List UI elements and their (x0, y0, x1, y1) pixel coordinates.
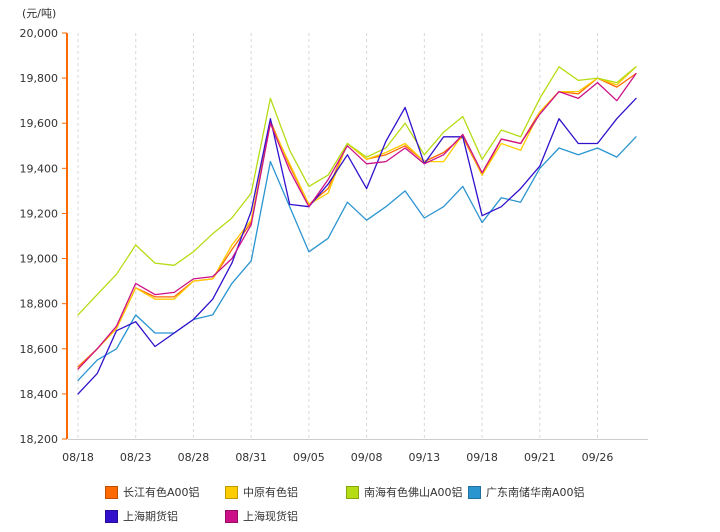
y-tick-label: 19,400 (20, 162, 59, 175)
y-tick-label: 19,600 (20, 117, 59, 130)
legend-item-shanghai-futures[interactable]: 上海期货铝 (105, 508, 178, 524)
x-tick-label: 08/18 (62, 451, 94, 464)
legend-item-guangdong-nanchu[interactable]: 广东南储华南A00铝 (468, 484, 585, 500)
y-tick-label: 19,200 (20, 207, 59, 220)
series-line-1 (77, 66, 637, 370)
legend-item-zhongyuan[interactable]: 中原有色铝 (225, 484, 298, 500)
legend-swatch (225, 485, 238, 499)
series-line-0 (77, 72, 637, 368)
y-tick-label: 18,400 (20, 388, 59, 401)
y-tick-label: 18,600 (20, 343, 59, 356)
legend-swatch (225, 509, 238, 523)
y-tick-label: 18,800 (20, 298, 59, 311)
x-tick-label: 08/31 (235, 451, 267, 464)
legend-item-nanhai-foshan[interactable]: 南海有色佛山A00铝 (346, 484, 463, 500)
y-tick-label: 19,000 (20, 253, 59, 266)
y-tick-label: 20,000 (20, 27, 59, 40)
legend-label: 上海期货铝 (123, 510, 178, 523)
y-axis-unit-label: (元/吨) (22, 7, 57, 20)
series-line-5 (77, 72, 637, 370)
x-tick-label: 09/21 (524, 451, 556, 464)
legend-label: 广东南储华南A00铝 (486, 486, 585, 499)
legend-item-changjiang[interactable]: 长江有色A00铝 (105, 484, 200, 500)
x-tick-label: 08/28 (178, 451, 210, 464)
x-tick-label: 09/26 (582, 451, 614, 464)
series-line-3 (77, 136, 637, 382)
legend-label: 上海现货铝 (243, 510, 298, 523)
legend-item-shanghai-spot[interactable]: 上海现货铝 (225, 508, 298, 524)
legend-swatch (346, 485, 359, 499)
legend-swatch (105, 485, 118, 499)
legend-swatch (468, 485, 481, 499)
x-tick-label: 09/05 (293, 451, 325, 464)
x-tick-label: 09/08 (351, 451, 383, 464)
series-line-2 (77, 66, 637, 316)
legend-label: 中原有色铝 (243, 486, 298, 499)
legend-label: 南海有色佛山A00铝 (364, 486, 463, 499)
x-tick-label: 09/13 (408, 451, 440, 464)
legend-label: 长江有色A00铝 (123, 486, 200, 499)
series-line-4 (77, 97, 637, 395)
x-tick-label: 08/23 (120, 451, 152, 464)
x-tick-label: 09/18 (466, 451, 498, 464)
legend-swatch (105, 509, 118, 523)
y-tick-label: 18,200 (20, 433, 59, 446)
y-tick-label: 19,800 (20, 72, 59, 85)
